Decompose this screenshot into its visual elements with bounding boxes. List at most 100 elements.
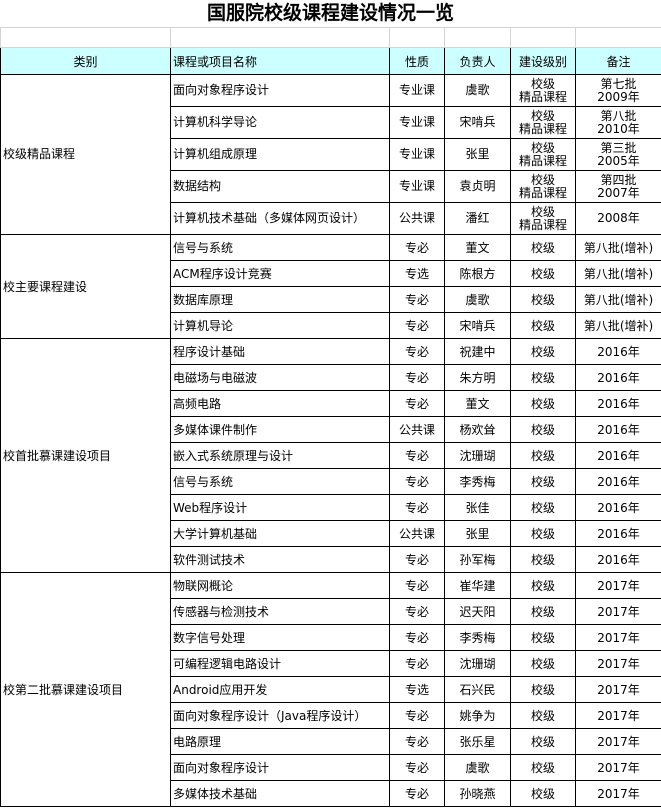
note-cell[interactable]: 第三批 2005年 [575,138,661,171]
owner-cell[interactable]: 宋啃兵 [444,312,511,339]
level-cell[interactable]: 校级 [510,312,576,339]
course-name-cell[interactable]: 计算机技术基础（多媒体网页设计） [170,202,390,235]
level-cell[interactable]: 校级 [510,338,576,365]
owner-cell[interactable]: 朱方明 [444,364,511,391]
level-cell[interactable]: 校级 [510,286,576,313]
level-cell[interactable]: 校级 [510,260,576,287]
note-cell[interactable]: 第八批(增补) [575,286,661,313]
note-cell[interactable]: 2016年 [575,364,661,391]
owner-cell[interactable]: 潘红 [444,202,511,235]
course-name-cell[interactable]: 数据库原理 [170,286,390,313]
owner-cell[interactable]: 袁贞明 [444,170,511,203]
owner-cell[interactable]: 陈根方 [444,260,511,287]
owner-cell[interactable]: 沈珊瑚 [444,442,511,469]
owner-cell[interactable]: 宋啃兵 [444,106,511,139]
type-cell[interactable]: 专业课 [389,106,445,139]
owner-cell[interactable]: 张里 [444,138,511,171]
course-name-cell[interactable]: 程序设计基础 [170,338,390,365]
owner-cell[interactable]: 迟天阳 [444,598,511,625]
course-name-cell[interactable]: Android应用开发 [170,676,390,703]
course-name-cell[interactable]: 传感器与检测技术 [170,598,390,625]
owner-cell[interactable]: 董文 [444,390,511,417]
owner-cell[interactable]: 杨欢耸 [444,416,511,443]
course-name-cell[interactable]: 大学计算机基础 [170,520,390,547]
note-cell[interactable]: 第八批(增补) [575,312,661,339]
course-name-cell[interactable]: 信号与系统 [170,234,390,261]
note-cell[interactable]: 第八批(增补) [575,234,661,261]
level-cell[interactable]: 校级 [510,624,576,651]
type-cell[interactable]: 专必 [389,286,445,313]
level-cell[interactable]: 校级 [510,520,576,547]
header-type[interactable]: 性质 [389,47,445,75]
note-cell[interactable]: 2016年 [575,338,661,365]
type-cell[interactable]: 专必 [389,546,445,573]
note-cell[interactable]: 2017年 [575,598,661,625]
type-cell[interactable]: 专必 [389,442,445,469]
type-cell[interactable]: 专业课 [389,170,445,203]
owner-cell[interactable]: 孙晓燕 [444,780,511,807]
note-cell[interactable]: 2016年 [575,468,661,495]
cell[interactable] [444,28,511,48]
type-cell[interactable]: 专必 [389,624,445,651]
course-name-cell[interactable]: 高频电路 [170,390,390,417]
type-cell[interactable]: 专必 [389,754,445,781]
level-cell[interactable]: 校级 精品课程 [510,170,576,203]
course-name-cell[interactable]: 物联网概论 [170,572,390,599]
level-cell[interactable]: 校级 [510,234,576,261]
note-cell[interactable]: 2016年 [575,494,661,521]
level-cell[interactable]: 校级 精品课程 [510,106,576,139]
level-cell[interactable]: 校级 [510,442,576,469]
type-cell[interactable]: 专必 [389,338,445,365]
level-cell[interactable]: 校级 [510,676,576,703]
type-cell[interactable]: 专选 [389,676,445,703]
note-cell[interactable]: 2017年 [575,754,661,781]
header-note[interactable]: 备注 [575,47,661,75]
note-cell[interactable]: 第七批 2009年 [575,74,661,107]
owner-cell[interactable]: 沈珊瑚 [444,650,511,677]
course-name-cell[interactable]: 嵌入式系统原理与设计 [170,442,390,469]
level-cell[interactable]: 校级 [510,416,576,443]
category-cell[interactable]: 校级精品课程 [0,74,171,235]
course-name-cell[interactable]: 多媒体技术基础 [170,780,390,807]
note-cell[interactable]: 2017年 [575,624,661,651]
note-cell[interactable]: 第八批(增补) [575,260,661,287]
type-cell[interactable]: 专必 [389,780,445,807]
level-cell[interactable]: 校级 [510,728,576,755]
owner-cell[interactable]: 虞歌 [444,74,511,107]
type-cell[interactable]: 专业课 [389,74,445,107]
owner-cell[interactable]: 张乐星 [444,728,511,755]
category-cell[interactable]: 校第二批慕课建设项目 [0,572,171,807]
level-cell[interactable]: 校级 [510,702,576,729]
level-cell[interactable]: 校级 [510,598,576,625]
owner-cell[interactable]: 石兴民 [444,676,511,703]
course-name-cell[interactable]: 计算机科学导论 [170,106,390,139]
type-cell[interactable]: 专必 [389,312,445,339]
header-owner[interactable]: 负责人 [444,47,511,75]
course-name-cell[interactable]: 电路原理 [170,728,390,755]
note-cell[interactable]: 2017年 [575,572,661,599]
type-cell[interactable]: 专必 [389,364,445,391]
owner-cell[interactable]: 姚争为 [444,702,511,729]
course-name-cell[interactable]: 可编程逻辑电路设计 [170,650,390,677]
type-cell[interactable]: 专必 [389,468,445,495]
level-cell[interactable]: 校级 [510,650,576,677]
course-name-cell[interactable]: 软件测试技术 [170,546,390,573]
owner-cell[interactable]: 张里 [444,520,511,547]
type-cell[interactable]: 专必 [389,598,445,625]
course-name-cell[interactable]: 多媒体课件制作 [170,416,390,443]
owner-cell[interactable]: 董文 [444,234,511,261]
type-cell[interactable]: 公共课 [389,416,445,443]
note-cell[interactable]: 2016年 [575,442,661,469]
course-name-cell[interactable]: ACM程序设计竞赛 [170,260,390,287]
note-cell[interactable]: 2016年 [575,390,661,417]
level-cell[interactable]: 校级 [510,364,576,391]
type-cell[interactable]: 专必 [389,234,445,261]
cell[interactable] [575,28,661,48]
cell[interactable] [510,28,576,48]
header-level[interactable]: 建设级别 [510,47,576,75]
owner-cell[interactable]: 祝建中 [444,338,511,365]
note-cell[interactable]: 2017年 [575,728,661,755]
owner-cell[interactable]: 张佳 [444,494,511,521]
level-cell[interactable]: 校级 精品课程 [510,138,576,171]
owner-cell[interactable]: 虞歌 [444,286,511,313]
